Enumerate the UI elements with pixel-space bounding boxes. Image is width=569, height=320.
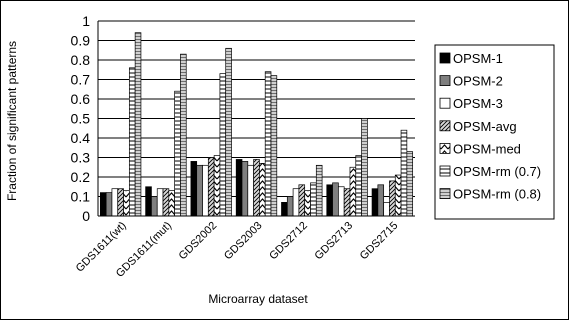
y-tick-label: 0.2: [71, 169, 91, 185]
y-tick-label: 0.3: [71, 150, 91, 166]
legend-label: OPSM-3: [453, 96, 503, 111]
bar: [281, 202, 288, 217]
bar: [326, 184, 333, 217]
bar: [151, 196, 158, 217]
y-tick-labels: 0 0.1 0.2 0.3 0.4 0.5 0.6 0.7 0.8 0.9 1: [71, 13, 91, 224]
y-tick-label: 0.8: [71, 52, 91, 68]
legend-swatch: [439, 97, 451, 109]
bar: [128, 67, 136, 217]
bar: [190, 161, 198, 217]
bar: [145, 186, 152, 217]
legend-box: [434, 44, 555, 220]
bar: [219, 73, 227, 217]
legend-label: OPSM-med: [453, 141, 521, 156]
bar: [253, 159, 260, 217]
y-tick-label: 0.7: [71, 72, 91, 88]
bar: [180, 53, 187, 217]
bar: [235, 159, 243, 217]
x-axis-label: Microarray dataset: [208, 292, 308, 306]
bar: [174, 90, 181, 217]
legend-swatch: [439, 142, 451, 154]
legend: OPSM-1 OPSM-2 OPSM-3 OPSM-avg OPSM-med OPSM-r…: [434, 44, 555, 220]
bar: [338, 186, 345, 217]
x-tick-label: GDS2002: [177, 220, 220, 263]
bar: [123, 190, 130, 217]
x-tick-label: GDS2712: [267, 220, 310, 263]
bar: [134, 32, 142, 217]
y-tick-label: 0.9: [71, 33, 91, 49]
bar: [270, 75, 278, 217]
x-tick-label: GDS2713: [313, 220, 356, 263]
bar: [286, 196, 294, 217]
bar: [111, 188, 119, 217]
bar: [343, 188, 351, 217]
bar: [383, 202, 390, 217]
bar: [207, 157, 215, 217]
bar: [156, 188, 164, 217]
y-tick-label: 1: [82, 13, 90, 29]
legend-swatch: [439, 120, 451, 132]
legend-swatch: [439, 52, 451, 64]
y-tick-label: 0.6: [71, 91, 91, 107]
bar: [241, 161, 249, 217]
legend-label: OPSM-1: [453, 51, 503, 66]
legend-label: OPSM-rm (0.7): [453, 164, 541, 179]
bar: [196, 164, 203, 217]
legend-label: OPSM-2: [453, 74, 503, 89]
bar: [162, 188, 170, 217]
bar: [247, 164, 254, 217]
legend-swatch: [439, 75, 451, 86]
bar: [310, 182, 317, 217]
bar: [389, 180, 396, 217]
x-tick-labels: GDS1611(wt)GDS1611(mut) GDS2002 GDS2003 GDS…: [74, 220, 401, 280]
bar: [298, 184, 306, 217]
y-tick-label: 0: [82, 208, 90, 224]
bar: [292, 188, 300, 217]
bars: [99, 32, 414, 217]
bar: [406, 151, 414, 217]
bar: [99, 192, 107, 217]
bar: [259, 163, 266, 217]
x-tick-label: GDS2003: [222, 220, 265, 263]
bar: [355, 155, 362, 217]
legend-label: OPSM-avg: [453, 119, 517, 134]
bar: [168, 190, 175, 217]
y-axis-label: Fraction of significant patterns: [5, 41, 19, 201]
bar: [117, 188, 124, 217]
x-tick-label: GDS2715: [358, 220, 401, 263]
bar: [225, 47, 232, 217]
bar: [213, 155, 221, 217]
bar: [264, 71, 272, 217]
legend-label: OPSM-rm (0.8): [453, 187, 541, 202]
bar: [332, 182, 339, 217]
bar: [315, 164, 323, 217]
legend-swatch: [439, 188, 451, 200]
y-tick-label: 0.4: [71, 130, 91, 146]
y-tick-label: 0.1: [71, 189, 91, 205]
axes: [97, 21, 415, 217]
bar: [394, 174, 402, 217]
bar: [400, 129, 408, 217]
bar: [349, 166, 357, 217]
y-tick-label: 0.5: [71, 111, 91, 127]
bar: [361, 118, 368, 217]
legend-swatch: [439, 165, 451, 177]
bar: [371, 188, 379, 217]
bar: [202, 164, 209, 217]
bar: [377, 184, 385, 217]
bar: [105, 192, 113, 217]
bar: [304, 190, 311, 217]
